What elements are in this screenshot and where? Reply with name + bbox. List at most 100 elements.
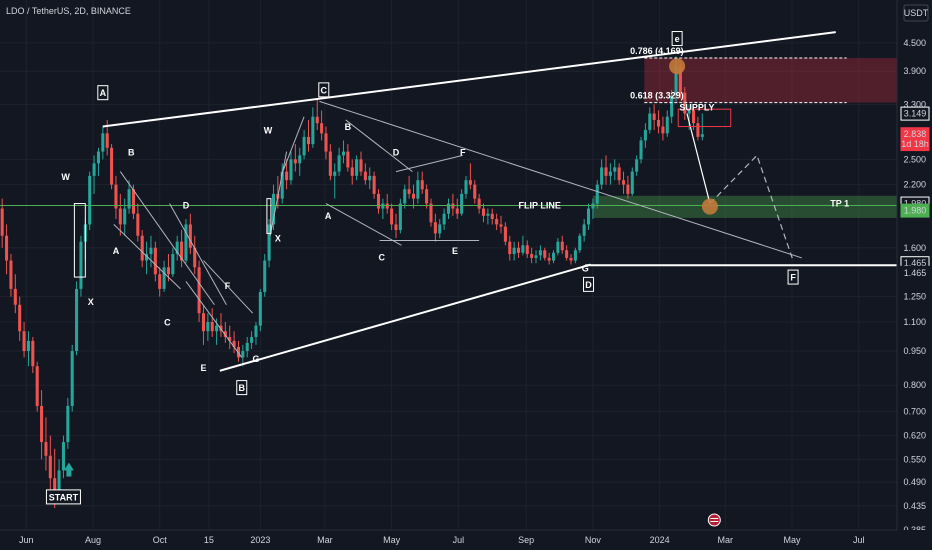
candle-body-60 xyxy=(263,260,267,292)
candle-body-94 xyxy=(411,193,416,199)
candle-body-28 xyxy=(123,208,127,225)
wave-label-plain-7: F xyxy=(225,281,231,291)
candle-body-55 xyxy=(241,351,245,358)
candle-body-96 xyxy=(420,180,424,190)
start-arrow-stem xyxy=(66,470,72,477)
candle-body-6 xyxy=(26,340,30,352)
candle-body-64 xyxy=(280,171,284,199)
time-tick-12: May xyxy=(783,535,801,545)
candle-body-3 xyxy=(13,288,17,305)
wave-x2-bracket xyxy=(266,198,272,234)
price-tick-12: 0.550 xyxy=(903,454,926,464)
candle-body-65 xyxy=(285,171,289,181)
upper-trendline xyxy=(102,31,836,128)
candle-body-100 xyxy=(438,224,442,234)
candle-body-123 xyxy=(538,250,542,256)
candle-body-157 xyxy=(687,110,691,114)
candle-body-5 xyxy=(22,331,26,352)
candle-body-49 xyxy=(215,325,219,332)
candle-body-36 xyxy=(158,274,162,289)
candle-body-46 xyxy=(201,313,205,332)
price-label-box-4 xyxy=(900,203,930,218)
candle-body-112 xyxy=(490,213,494,219)
price-label-3: 1.980 xyxy=(904,199,927,209)
candle-body-68 xyxy=(298,155,302,164)
candle-body-133 xyxy=(582,224,586,236)
candle-body-85 xyxy=(372,175,376,194)
wave-label-B: B xyxy=(239,383,246,393)
candles xyxy=(0,56,704,509)
candle-body-53 xyxy=(232,340,236,347)
price-label-box-2 xyxy=(900,137,930,152)
wave-ab-upper xyxy=(119,171,215,306)
candle-body-11 xyxy=(48,455,52,479)
candle-body-145 xyxy=(635,159,639,172)
candle-body-153 xyxy=(670,95,674,117)
wave-label-plain-10: X xyxy=(275,234,281,244)
candle-body-114 xyxy=(499,224,503,227)
candle-body-146 xyxy=(639,140,643,160)
time-tick-2: Oct xyxy=(153,535,168,545)
time-tick-13: Jul xyxy=(853,535,865,545)
candle-body-38 xyxy=(166,267,170,275)
candle-body-81 xyxy=(355,159,359,176)
currency-badge[interactable]: USDT xyxy=(903,4,929,22)
candle-body-109 xyxy=(477,198,481,209)
candle-body-72 xyxy=(315,116,319,124)
candle-body-99 xyxy=(433,222,437,234)
candle-body-147 xyxy=(643,129,647,141)
time-axis[interactable]: Jun Aug Oct 15 2023 Mar May Jul Sep Nov 2024 Mar May… xyxy=(0,513,932,550)
price-axis[interactable]: 4.500 3.900 3.300 2.500 2.200 1.600 1.250 1.100… xyxy=(896,0,932,550)
price-label-6: 1.465 xyxy=(904,268,927,278)
candle-body-37 xyxy=(162,267,166,289)
candle-body-9 xyxy=(40,405,44,443)
candle-body-84 xyxy=(368,175,372,181)
wave-de-upper xyxy=(169,203,227,306)
price-tick-3: 2.500 xyxy=(903,154,926,164)
candle-body-59 xyxy=(258,291,262,326)
candle-body-118 xyxy=(516,247,521,253)
time-tick-4: 2023 xyxy=(250,535,270,545)
wave-label-plain-8: G xyxy=(252,354,259,364)
price-label-box-0 xyxy=(900,106,930,121)
projection-path xyxy=(709,154,794,261)
candle-body-143 xyxy=(626,184,630,194)
candle-body-144 xyxy=(630,171,634,194)
candle-body-62 xyxy=(271,193,276,225)
price-tick-11: 0.620 xyxy=(903,431,926,441)
candle-body-127 xyxy=(556,241,560,253)
candle-body-122 xyxy=(534,255,538,258)
candle-body-82 xyxy=(359,159,363,172)
candle-body-102 xyxy=(446,203,451,214)
candle-body-33 xyxy=(145,254,149,261)
price-label-2: 1d 18h xyxy=(901,139,929,149)
candle-body-120 xyxy=(525,245,529,255)
labels: 0.786 (4.169) 0.618 (3.329) A B C De F START W X B… xyxy=(45,31,849,505)
tp-zone xyxy=(592,195,897,218)
tp-marker xyxy=(701,198,718,215)
candle-body-4 xyxy=(18,304,22,332)
wave-label-D: D xyxy=(585,280,592,290)
candle-body-160 xyxy=(700,134,704,137)
candle-body-40 xyxy=(175,241,179,255)
candle-body-15 xyxy=(66,405,70,443)
candle-body-154 xyxy=(674,66,678,96)
flip-line-label: FLIP LINE xyxy=(519,201,561,211)
candle-body-71 xyxy=(311,116,315,145)
candle-body-142 xyxy=(621,180,626,185)
candle-body-12 xyxy=(53,478,57,495)
candle-body-93 xyxy=(407,189,411,194)
wave-label-plain-13: C xyxy=(379,253,386,263)
candle-body-140 xyxy=(613,167,617,172)
candle-body-30 xyxy=(131,189,135,214)
price-tick-9: 0.800 xyxy=(903,380,926,390)
candle-body-44 xyxy=(193,247,197,268)
candle-body-0 xyxy=(0,208,4,236)
candle-body-87 xyxy=(381,203,385,209)
candle-body-23 xyxy=(101,133,105,152)
candle-body-86 xyxy=(376,193,381,209)
candle-body-139 xyxy=(608,171,612,176)
wave-label-plain-16: F xyxy=(460,147,466,157)
candle-body-75 xyxy=(328,151,332,176)
